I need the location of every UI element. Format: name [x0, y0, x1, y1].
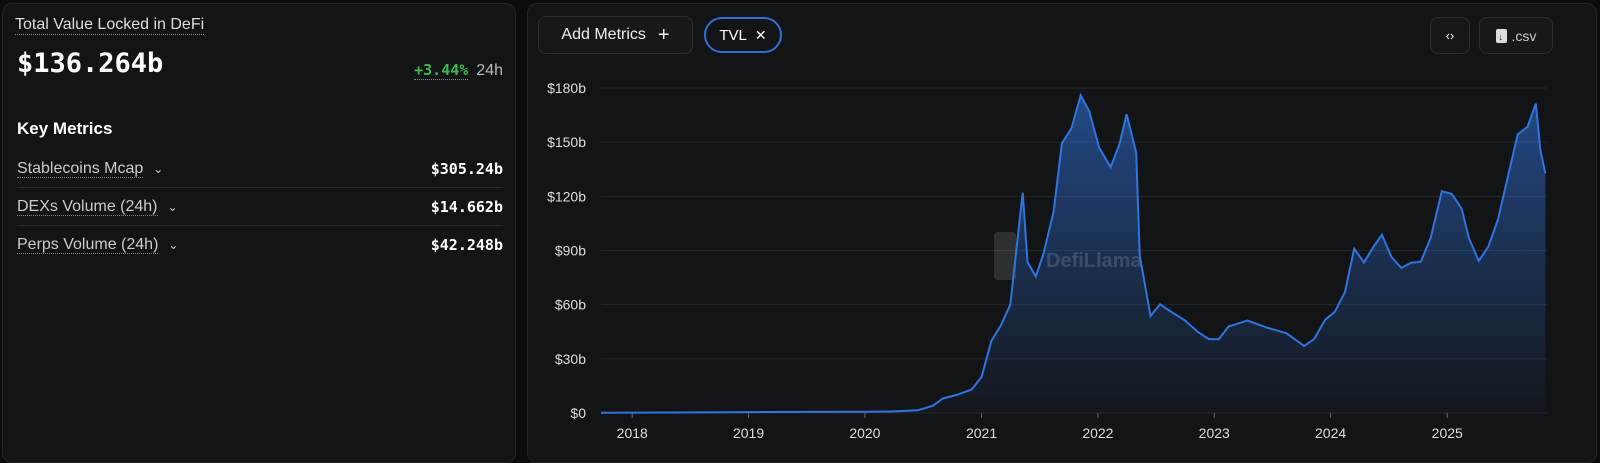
y-tick-label: $180b — [547, 80, 586, 96]
key-metrics-heading: Key Metrics — [17, 119, 113, 138]
x-tick-label: 2024 — [1315, 425, 1346, 441]
csv-label: .csv — [1511, 27, 1537, 44]
add-metrics-label: Add Metrics — [561, 26, 646, 43]
code-icon: ‹› — [1445, 28, 1455, 43]
chevron-down-icon[interactable]: ⌄ — [168, 238, 179, 252]
tvl-value: $136.264b — [17, 48, 164, 79]
tvl-change: +3.44% 24h — [414, 61, 503, 80]
change-percent[interactable]: +3.44% — [414, 61, 469, 80]
y-tick-label: $60b — [555, 297, 586, 313]
chevron-down-icon[interactable]: ⌄ — [167, 199, 178, 214]
metric-value: $14.662b — [430, 197, 503, 216]
file-download-icon: ↓ — [1495, 28, 1507, 43]
plus-icon: + — [657, 23, 670, 46]
embed-button[interactable]: ‹› — [1430, 17, 1470, 54]
y-tick-label: $150b — [547, 134, 586, 150]
tvl-title[interactable]: Total Value Locked in DeFi — [15, 16, 205, 35]
y-tick-label: $30b — [555, 351, 586, 367]
metric-value: $305.24b — [430, 159, 503, 178]
download-csv-button[interactable]: ↓ .csv — [1479, 17, 1553, 54]
metric-label: DEXs Volume (24h) — [17, 197, 158, 216]
summary-panel: Total Value Locked in DeFi $136.264b +3.… — [2, 3, 516, 463]
metric-value: $42.248b — [430, 236, 503, 254]
watermark: DefiLlama — [1046, 250, 1142, 272]
tvl-metric-pill[interactable]: TVL ✕ — [704, 17, 782, 53]
chevron-down-icon[interactable]: ⌄ — [153, 161, 164, 176]
metric-row-stablecoins[interactable]: Stablecoins Mcap ⌄ $305.24b — [17, 150, 503, 188]
metric-row-perps-volume[interactable]: Perps Volume (24h) ⌄ $42.248b — [17, 226, 503, 264]
x-tick-label: 2019 — [733, 425, 764, 441]
x-tick-label: 2018 — [617, 425, 648, 441]
x-tick-label: 2022 — [1082, 425, 1113, 441]
x-tick-label: 2021 — [966, 425, 997, 441]
tvl-line — [600, 92, 1547, 414]
metric-label: Stablecoins Mcap — [17, 159, 144, 178]
llama-logo-icon — [994, 232, 1016, 280]
close-icon[interactable]: ✕ — [754, 26, 767, 43]
y-tick-label: $0 — [570, 405, 586, 421]
change-period: 24h — [476, 62, 503, 79]
x-tick-label: 2025 — [1432, 425, 1463, 441]
chart-panel: Add Metrics + TVL ✕ ‹› ↓ .csv $0 $30b $60b… — [527, 3, 1597, 463]
y-tick-label: $120b — [547, 188, 586, 204]
tvl-area — [601, 95, 1546, 413]
tvl-chart: $0 $30b $60b $90b $120b $150b $180b 2018 2019 202… — [547, 80, 1547, 441]
add-metrics-button[interactable]: Add Metrics + — [538, 16, 693, 54]
x-tick-label: 2020 — [849, 425, 880, 441]
metric-row-dexs-volume[interactable]: DEXs Volume (24h) ⌄ $14.662b — [17, 188, 503, 226]
x-tick-label: 2023 — [1199, 425, 1230, 441]
tvl-pill-label: TVL — [719, 26, 747, 44]
metric-label: Perps Volume (24h) — [17, 236, 159, 254]
y-tick-label: $90b — [555, 243, 586, 259]
